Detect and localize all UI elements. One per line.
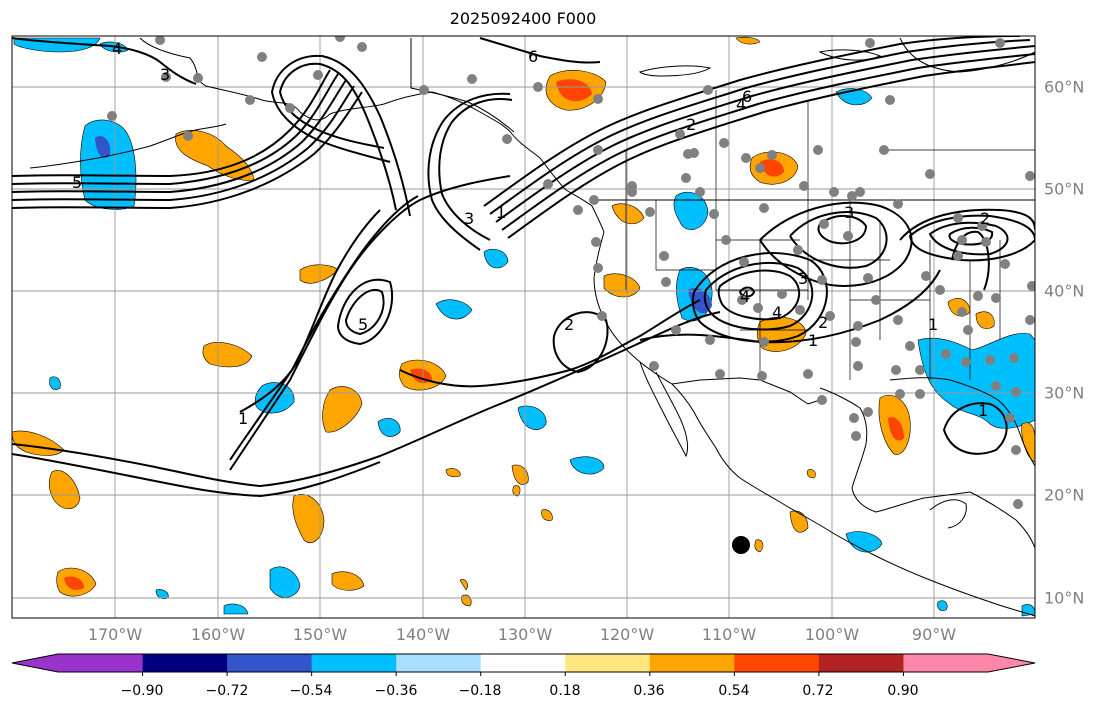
lat-label: 50°N (1044, 179, 1085, 199)
colorbar-segment (649, 654, 735, 672)
contour-label: 1 (496, 203, 506, 222)
colorbar (11, 653, 1036, 676)
lon-label: 100°W (804, 625, 860, 644)
contour-label: 1 (238, 409, 248, 428)
aleutians (29, 123, 227, 169)
lat-label: 30°N (1044, 383, 1085, 403)
lon-label: 140°W (395, 625, 451, 644)
contour-label: 2 (980, 209, 990, 228)
lat-label: 20°N (1044, 485, 1085, 505)
contour-label: 3 (844, 203, 854, 222)
contour-label: 4 (112, 39, 122, 58)
lon-label: 150°W (292, 625, 348, 644)
contour-lines (12, 36, 1035, 498)
colorbar-segment (903, 654, 1035, 672)
florida-coast (889, 377, 1035, 467)
central-america (969, 491, 1035, 549)
contour-label: 5 (358, 315, 368, 334)
baja (639, 361, 689, 458)
colorbar-segment (396, 654, 482, 672)
lat-label: 60°N (1044, 77, 1085, 97)
colorbar-tick-label: 0.72 (802, 683, 834, 699)
negative-anomaly-alaska (80, 119, 137, 210)
contour-label: 4 (740, 287, 750, 306)
colorbar-tick-label: −0.54 (289, 683, 333, 699)
station-dots (107, 36, 1035, 509)
colorbar-segment (565, 654, 651, 672)
colorbar-tick-marks (142, 672, 904, 676)
colorbar-segment (480, 654, 566, 672)
lat-label: 40°N (1044, 281, 1085, 301)
contour-label: 3 (160, 65, 170, 84)
contour-label: 2 (564, 315, 574, 334)
contour-label: 1 (978, 401, 988, 420)
colorbar-tick-label: −0.90 (120, 683, 164, 699)
lon-label: 130°W (497, 625, 553, 644)
yucatan (929, 499, 967, 529)
colorbar-tick-label: 0.18 (549, 683, 581, 699)
lon-label: 120°W (599, 625, 655, 644)
highlight-marker (732, 536, 750, 554)
contour-label: 2 (818, 313, 828, 332)
contour-label: 4 (772, 303, 782, 322)
gulf-coast (819, 387, 971, 513)
contour-label: 3 (798, 269, 808, 288)
colorbar-segment (311, 654, 397, 672)
colorbar-tick-label: −0.36 (374, 683, 418, 699)
contour-label: 6 (528, 47, 538, 66)
contour-label: 6 (742, 87, 752, 106)
lon-label: 90°W (911, 625, 957, 644)
lat-label: 10°N (1044, 588, 1085, 608)
contour-label-group: 6 4 2 1 3 5 4 3 2 1 2 4 3 5 3 4 6 2 1 1 … (72, 39, 990, 428)
colorbar-segment (227, 654, 313, 672)
colorbar-segment (818, 654, 904, 672)
gridlines (12, 36, 1035, 618)
colorbar-segment (142, 654, 228, 672)
contour-label: 1 (808, 331, 818, 350)
lon-label: 170°W (87, 625, 143, 644)
colorbar-segments (12, 654, 1035, 672)
contour-label: 4 (736, 95, 746, 114)
colorbar-tick-label: 0.36 (633, 683, 665, 699)
contour-label: 2 (686, 115, 696, 134)
map-background (12, 36, 1035, 618)
colorbar-tick-label: 0.54 (718, 683, 750, 699)
colorbar-tick-label: −0.72 (205, 683, 249, 699)
lon-label: 160°W (190, 625, 246, 644)
plot-title: 2025092400 F000 (449, 9, 597, 28)
colorbar-outline (11, 653, 1036, 673)
us-west-coast (593, 231, 1035, 617)
map-frame (11, 35, 1036, 619)
negative-anomaly-core (95, 135, 111, 158)
colorbar-tick-label: −0.18 (458, 683, 502, 699)
canadian-islands (639, 49, 882, 77)
colorbar-segment (734, 654, 820, 672)
contour-label: 5 (72, 173, 82, 192)
colorbar-tick-label: 0.90 (887, 683, 919, 699)
contour-label: 1 (928, 315, 938, 334)
contour-label: 3 (464, 209, 474, 228)
canada-provinces (625, 90, 1035, 200)
lon-label: 110°W (701, 625, 757, 644)
colorbar-segment (12, 654, 143, 672)
